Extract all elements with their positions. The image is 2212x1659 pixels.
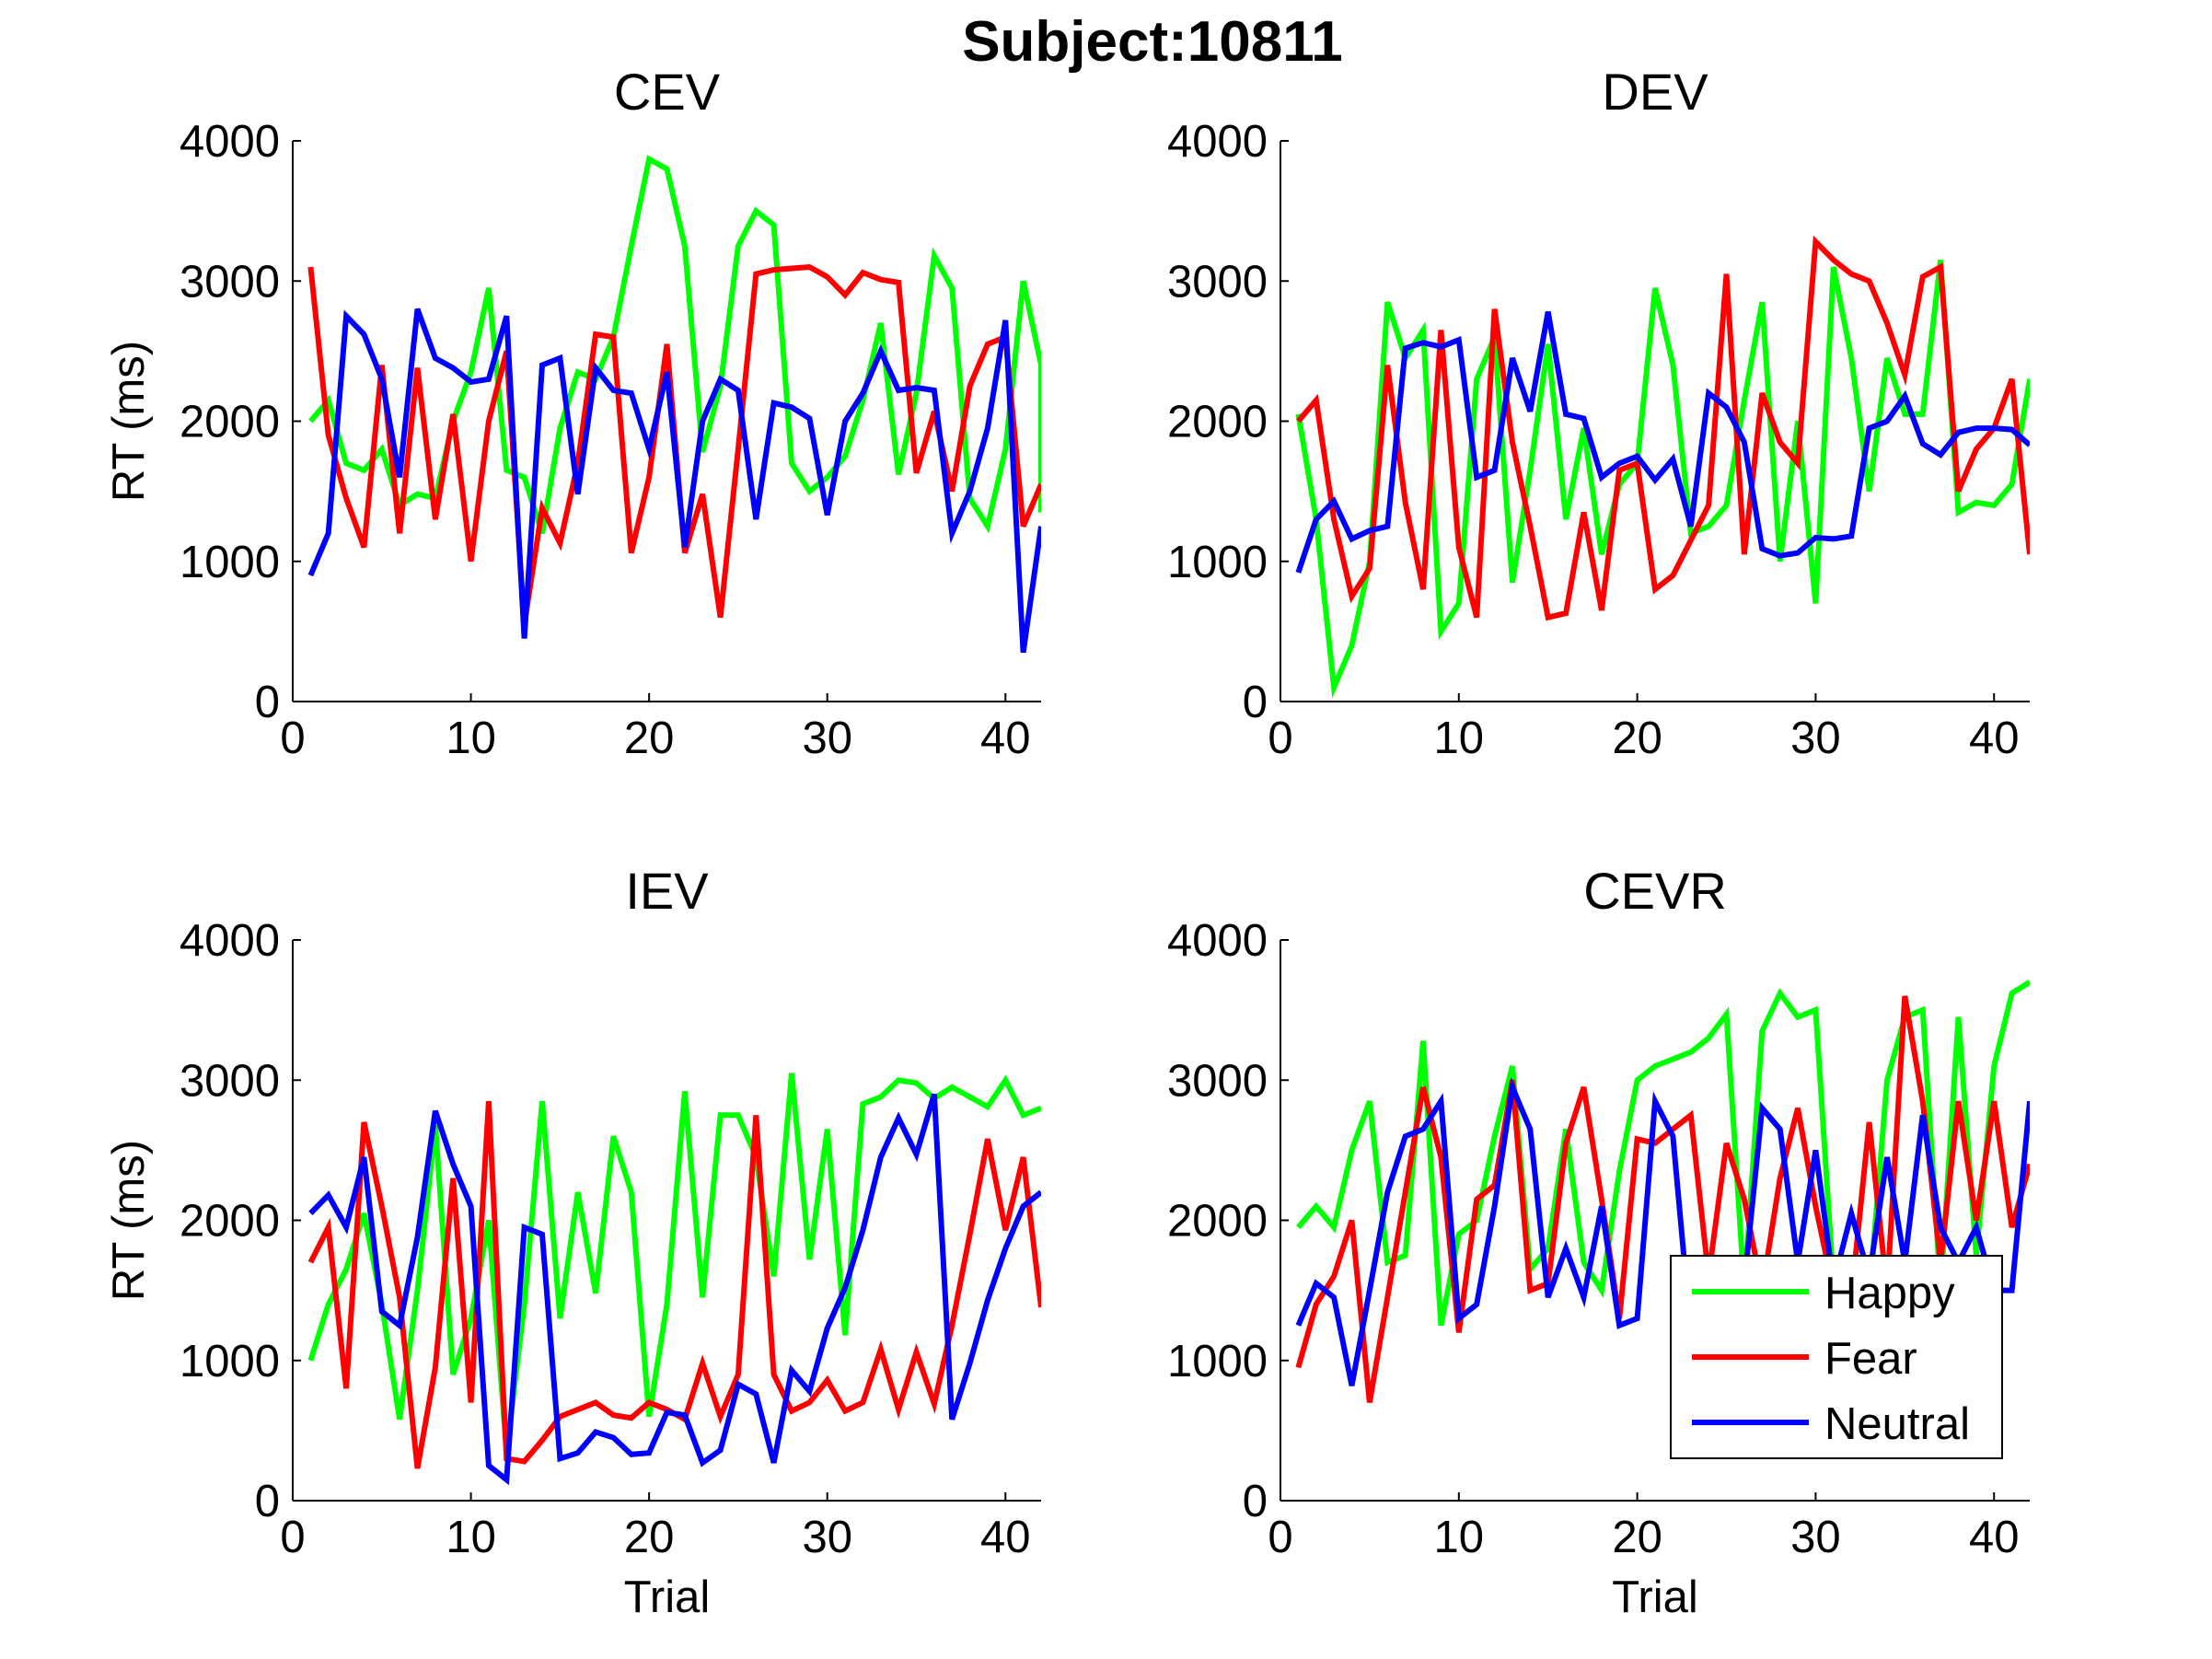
legend: Happy Fear Neutral xyxy=(1670,1255,2003,1459)
cevr-x-tick-label: 30 xyxy=(1790,1513,1841,1562)
panel-iev: 0 10 20 30 40 0 1000 2000 3000 4000 IEV RT (ms) Tria… xyxy=(104,862,1041,1622)
figure-title: Subject:10811 xyxy=(962,10,1343,74)
iev-x-tick-label: 0 xyxy=(280,1513,305,1562)
iev-series-happy xyxy=(307,1073,1041,1453)
dev-series-happy xyxy=(1295,260,2030,699)
cev-x-tick-label: 30 xyxy=(802,713,852,763)
iev-y-axis-label: RT (ms) xyxy=(104,1140,154,1301)
cev-y-tick-label: 4000 xyxy=(180,117,280,167)
cev-x-tick-label: 20 xyxy=(624,713,675,763)
cevr-y-tick-label: 1000 xyxy=(1167,1337,1268,1386)
iev-x-tick-label: 40 xyxy=(980,1513,1031,1562)
cevr-y-tick-label: 0 xyxy=(1243,1477,1268,1526)
cevr-series-neutral xyxy=(1295,1076,2030,1386)
cev-y-tick-label: 3000 xyxy=(180,257,280,307)
cev-x-tick-label: 10 xyxy=(446,713,496,763)
iev-y-tick-label: 3000 xyxy=(180,1056,280,1106)
cev-y-tick-label: 0 xyxy=(255,678,280,727)
dev-y-tick-label: 1000 xyxy=(1167,538,1268,587)
cevr-x-tick-label: 10 xyxy=(1434,1513,1485,1562)
dev-title: DEV xyxy=(1602,63,1708,121)
dev-y-tick-label: 2000 xyxy=(1167,398,1268,447)
dev-series-neutral xyxy=(1295,311,2030,574)
cev-x-tick-label: 0 xyxy=(280,713,305,763)
dev-x-tick-label: 30 xyxy=(1790,713,1841,763)
cev-y-tick-label: 2000 xyxy=(180,398,280,447)
dev-x-tick-label: 20 xyxy=(1612,713,1662,763)
dev-y-tick-label: 4000 xyxy=(1167,117,1268,167)
iev-x-tick-label: 20 xyxy=(624,1513,675,1562)
panel-dev: 0 10 20 30 40 0 1000 2000 3000 4000 DEV xyxy=(1167,63,2030,763)
cevr-y-tick-label: 3000 xyxy=(1167,1056,1268,1106)
cev-series-neutral xyxy=(307,307,1041,654)
dev-x-tick-label: 40 xyxy=(1969,713,2020,763)
cevr-y-tick-label: 2000 xyxy=(1167,1197,1268,1247)
iev-x-axis-label: Trial xyxy=(624,1572,710,1622)
iev-y-tick-label: 2000 xyxy=(180,1197,280,1247)
cev-x-tick-label: 40 xyxy=(980,713,1031,763)
cevr-x-axis-label: Trial xyxy=(1612,1572,1697,1622)
cevr-y-tick-label: 4000 xyxy=(1167,916,1268,966)
cevr-series-fear xyxy=(1295,995,2030,1403)
cevr-x-tick-label: 40 xyxy=(1969,1513,2020,1562)
cev-y-axis-label: RT (ms) xyxy=(104,341,154,502)
cevr-x-tick-label: 20 xyxy=(1612,1513,1662,1562)
dev-x-tick-label: 10 xyxy=(1434,713,1485,763)
cev-title: CEV xyxy=(614,63,721,121)
iev-y-tick-label: 1000 xyxy=(180,1337,280,1386)
iev-x-tick-label: 10 xyxy=(446,1513,496,1562)
dev-y-tick-label: 3000 xyxy=(1167,257,1268,307)
iev-series-neutral xyxy=(308,1093,1041,1486)
iev-y-tick-label: 0 xyxy=(255,1477,280,1526)
iev-y-tick-label: 4000 xyxy=(180,916,280,966)
cevr-title: CEVR xyxy=(1583,862,1727,920)
legend-label-happy: Happy xyxy=(1824,1269,1955,1318)
iev-x-tick-label: 30 xyxy=(802,1513,852,1562)
legend-label-fear: Fear xyxy=(1824,1334,1917,1384)
legend-label-neutral: Neutral xyxy=(1824,1399,1970,1449)
cevr-x-tick-label: 0 xyxy=(1268,1513,1292,1562)
dev-x-tick-label: 0 xyxy=(1268,713,1292,763)
dev-series-fear xyxy=(1296,235,2030,621)
iev-title: IEV xyxy=(625,862,709,920)
cev-y-tick-label: 1000 xyxy=(180,538,280,587)
panel-cevr: 0 10 20 30 40 0 1000 2000 3000 4000 CEVR Trial xyxy=(1167,862,2030,1622)
dev-y-tick-label: 0 xyxy=(1243,678,1268,727)
panel-cev: 0 10 20 30 40 0 1000 2000 3000 4000 CEV RT (ms) xyxy=(104,63,1041,763)
